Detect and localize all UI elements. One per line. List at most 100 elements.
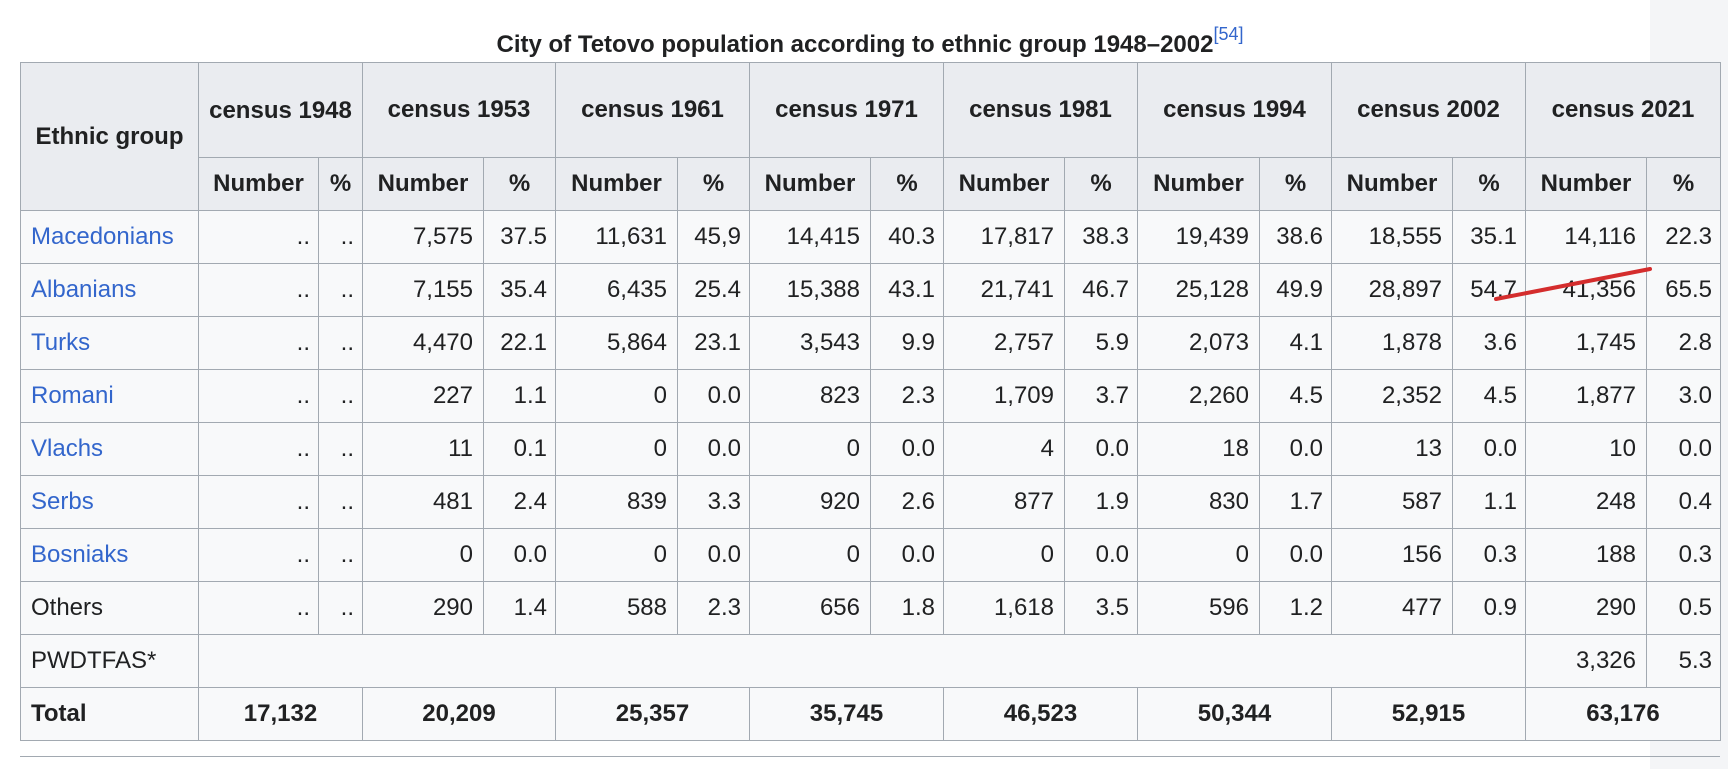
number-cell: 1,745 xyxy=(1525,316,1647,370)
number-cell: 0 xyxy=(749,528,871,582)
number-cell: 0 xyxy=(1137,528,1260,582)
number-cell: 587 xyxy=(1331,475,1453,529)
total-value-cell: 20,209 xyxy=(362,687,556,741)
percent-cell: 1.9 xyxy=(1064,475,1138,529)
header-number: Number xyxy=(749,157,871,211)
total-value-cell: 52,915 xyxy=(1331,687,1526,741)
percent-cell: 54.7 xyxy=(1452,263,1526,317)
table-row: Bosniaks.... 0 0.0 0 0.0 0 0.0 0 0.0 0 0.0 156 0.3 18… xyxy=(20,528,1721,582)
ethnic-group-link[interactable]: Romani xyxy=(20,369,199,423)
number-cell: 823 xyxy=(749,369,871,423)
percent-cell: .. xyxy=(318,528,363,582)
number-cell: .. xyxy=(198,422,319,476)
percent-cell: 1.7 xyxy=(1259,475,1332,529)
header-census-1948: census 1948 xyxy=(198,62,363,158)
percent-cell: 4.5 xyxy=(1452,369,1526,423)
percent-cell: 4.1 xyxy=(1259,316,1332,370)
ethnic-group-link[interactable]: Albanians xyxy=(20,263,199,317)
percent-cell: 0.0 xyxy=(677,528,750,582)
number-cell: .. xyxy=(198,369,319,423)
percent-cell: 0.1 xyxy=(483,422,556,476)
number-cell: 2,757 xyxy=(943,316,1065,370)
percent-cell: 38.3 xyxy=(1064,210,1138,264)
number-cell: 481 xyxy=(362,475,484,529)
number-cell: 0 xyxy=(749,422,871,476)
ethnic-group-link[interactable]: Serbs xyxy=(20,475,199,529)
total-value-cell: 46,523 xyxy=(943,687,1138,741)
number-cell: 0 xyxy=(555,528,678,582)
percent-cell: 3.5 xyxy=(1064,581,1138,635)
number-cell: .. xyxy=(198,475,319,529)
header-census-1994: census 1994 xyxy=(1137,62,1332,158)
header-ethnic-group: Ethnic group xyxy=(20,62,199,211)
number-cell: .. xyxy=(198,316,319,370)
header-census-1971: census 1971 xyxy=(749,62,944,158)
percent-cell: 2.3 xyxy=(870,369,944,423)
total-value-cell: 25,357 xyxy=(555,687,750,741)
number-cell: 18 xyxy=(1137,422,1260,476)
header-census-2021: census 2021 xyxy=(1525,62,1721,158)
percent-cell: 0.0 xyxy=(1259,528,1332,582)
ethnic-group-link[interactable]: Vlachs xyxy=(20,422,199,476)
header-census-2002: census 2002 xyxy=(1331,62,1526,158)
header-census-1961: census 1961 xyxy=(555,62,750,158)
total-value-cell: 63,176 xyxy=(1525,687,1721,741)
percent-cell: 23.1 xyxy=(677,316,750,370)
number-cell: 19,439 xyxy=(1137,210,1260,264)
number-cell: 2,260 xyxy=(1137,369,1260,423)
percent-cell: 3.0 xyxy=(1646,369,1721,423)
number-cell: .. xyxy=(198,581,319,635)
total-value-cell: 17,132 xyxy=(198,687,363,741)
percent-cell: .. xyxy=(318,210,363,264)
header-percent: % xyxy=(1452,157,1526,211)
percent-cell: 49.9 xyxy=(1259,263,1332,317)
percent-cell: 1.1 xyxy=(1452,475,1526,529)
reference-link[interactable]: [54] xyxy=(1213,24,1244,44)
percent-cell: 0.0 xyxy=(677,369,750,423)
percent-cell: 0.0 xyxy=(677,422,750,476)
percent-cell: 0.3 xyxy=(1646,528,1721,582)
header-number: Number xyxy=(362,157,484,211)
table-bottom-border xyxy=(20,756,1720,757)
number-cell: 0 xyxy=(555,369,678,423)
percent-cell: 0.0 xyxy=(483,528,556,582)
number-cell: 13 xyxy=(1331,422,1453,476)
ethnic-group-link[interactable]: Turks xyxy=(20,316,199,370)
table-caption: City of Tetovo population according to e… xyxy=(20,20,1720,62)
total-value-cell: 50,344 xyxy=(1137,687,1332,741)
number-cell: 290 xyxy=(362,581,484,635)
percent-cell: 0.0 xyxy=(1064,528,1138,582)
ethnic-group-link[interactable]: Macedonians xyxy=(20,210,199,264)
percent-cell: 3.7 xyxy=(1064,369,1138,423)
header-percent: % xyxy=(677,157,750,211)
header-number: Number xyxy=(943,157,1065,211)
number-cell: 188 xyxy=(1525,528,1647,582)
number-cell: 14,116 xyxy=(1525,210,1647,264)
number-cell: 6,435 xyxy=(555,263,678,317)
header-percent: % xyxy=(1646,157,1721,211)
percent-cell: 1.8 xyxy=(870,581,944,635)
ethnic-group-link[interactable]: Bosniaks xyxy=(20,528,199,582)
number-cell: 3,326 xyxy=(1525,634,1647,688)
percent-cell: 25.4 xyxy=(677,263,750,317)
ethnic-group-label: Others xyxy=(20,581,199,635)
number-cell: 588 xyxy=(555,581,678,635)
percent-cell: 43.1 xyxy=(870,263,944,317)
number-cell: 477 xyxy=(1331,581,1453,635)
percent-cell: 1.1 xyxy=(483,369,556,423)
total-row: Total 17,132 20,209 25,357 35,745 46,523 50,34… xyxy=(20,687,1721,741)
header-percent: % xyxy=(870,157,944,211)
number-cell: 3,543 xyxy=(749,316,871,370)
number-cell: 7,575 xyxy=(362,210,484,264)
number-cell: 14,415 xyxy=(749,210,871,264)
table-title: City of Tetovo population according to e… xyxy=(496,31,1214,58)
number-cell: 920 xyxy=(749,475,871,529)
number-cell: 1,878 xyxy=(1331,316,1453,370)
table-row: Others.... 290 1.4 588 2.3 656 1.8 1,618 3.5 596 1… xyxy=(20,581,1721,635)
percent-cell: 0.0 xyxy=(1259,422,1332,476)
number-cell: 10 xyxy=(1525,422,1647,476)
number-cell: 5,864 xyxy=(555,316,678,370)
table-row: Serbs.... 481 2.4 839 3.3 920 2.6 877 1.9 830 1.7 5… xyxy=(20,475,1721,529)
percent-cell: 0.9 xyxy=(1452,581,1526,635)
table-row: Romani.... 227 1.1 0 0.0 823 2.3 1,709 3.7 2,260 4… xyxy=(20,369,1721,423)
